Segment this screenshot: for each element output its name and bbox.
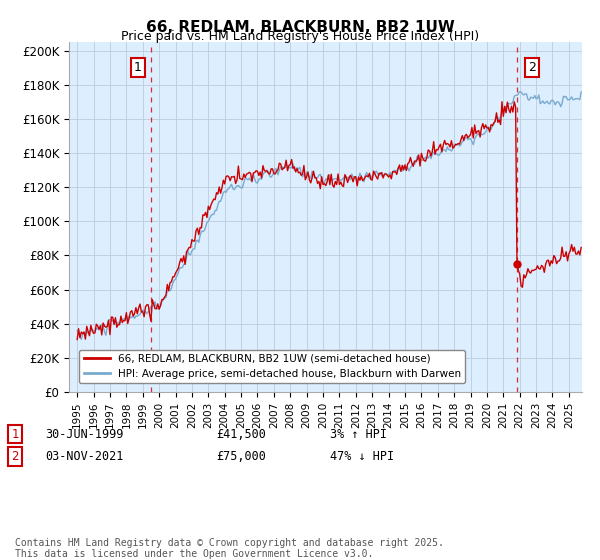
Legend: 66, REDLAM, BLACKBURN, BB2 1UW (semi-detached house), HPI: Average price, semi-d: 66, REDLAM, BLACKBURN, BB2 1UW (semi-det… <box>79 350 465 383</box>
Text: 2: 2 <box>528 61 536 74</box>
Text: 03-NOV-2021: 03-NOV-2021 <box>45 450 124 463</box>
Text: £41,500: £41,500 <box>216 427 266 441</box>
Text: 30-JUN-1999: 30-JUN-1999 <box>45 427 124 441</box>
Text: 2: 2 <box>11 450 19 463</box>
Text: 1: 1 <box>11 427 19 441</box>
Text: 47% ↓ HPI: 47% ↓ HPI <box>330 450 394 463</box>
Text: 3% ↑ HPI: 3% ↑ HPI <box>330 427 387 441</box>
Text: 1: 1 <box>134 61 142 74</box>
Text: 66, REDLAM, BLACKBURN, BB2 1UW: 66, REDLAM, BLACKBURN, BB2 1UW <box>146 20 454 35</box>
Text: Contains HM Land Registry data © Crown copyright and database right 2025.
This d: Contains HM Land Registry data © Crown c… <box>15 538 444 559</box>
Text: £75,000: £75,000 <box>216 450 266 463</box>
Text: Price paid vs. HM Land Registry's House Price Index (HPI): Price paid vs. HM Land Registry's House … <box>121 30 479 43</box>
